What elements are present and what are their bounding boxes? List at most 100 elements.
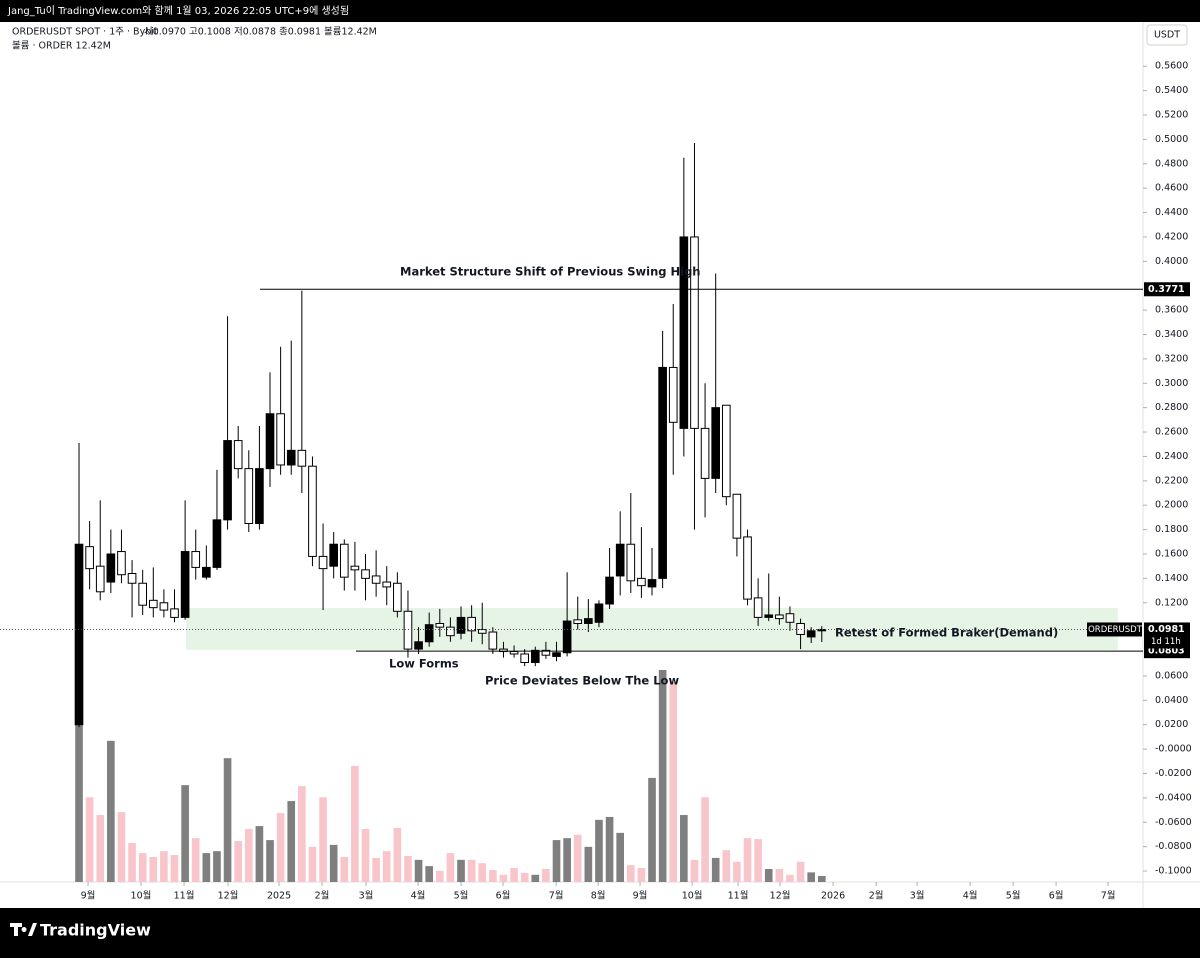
volume-bar: [361, 829, 370, 882]
volume-bar: [754, 839, 762, 882]
candle-body: [350, 565, 360, 571]
volume-bar: [96, 815, 105, 882]
candle-body: [626, 543, 636, 582]
candle-body: [212, 519, 222, 568]
y-tick-label: 0.1400: [1155, 573, 1188, 584]
y-tick-label: 0.5600: [1155, 61, 1188, 72]
volume-bar: [573, 834, 582, 882]
volume-bar: [319, 797, 327, 882]
annotation: Retest of Formed Braker(Demand): [835, 626, 1058, 640]
volume-bar: [563, 838, 571, 882]
volume-bar: [616, 832, 625, 882]
tv-logo: TradingView: [10, 921, 151, 940]
candle-body: [615, 543, 625, 577]
candle-body: [170, 608, 179, 618]
volume-bar: [605, 816, 614, 882]
candle-body: [339, 543, 349, 578]
volume-bar: [701, 797, 709, 882]
x-tick-label: 2월: [869, 890, 884, 902]
currency[interactable]: USDT: [1154, 30, 1180, 41]
y-tick-label: 0.1600: [1155, 548, 1188, 559]
x-tick-label: 10월: [682, 890, 703, 902]
candle-body: [297, 449, 307, 467]
volume-bar: [287, 801, 296, 882]
candle-body: [785, 613, 795, 623]
volume-bar: [626, 865, 635, 882]
volume-bar: [807, 872, 816, 882]
volume-bar: [552, 840, 561, 882]
candle-body: [605, 576, 614, 605]
candle-body: [679, 236, 689, 429]
candle-body: [690, 236, 699, 429]
volume-bar: [658, 670, 667, 882]
candle-body: [711, 407, 721, 479]
x-tick-label: 6월: [1049, 890, 1064, 902]
candle-body: [435, 622, 445, 628]
candle-body: [530, 649, 540, 664]
volume-bar: [489, 869, 497, 882]
volume-bar: [128, 842, 136, 882]
x-tick-label: 5월: [1006, 890, 1021, 902]
candle-body: [371, 575, 381, 584]
currency-button[interactable]: [1146, 24, 1188, 46]
volume-bar: [435, 870, 444, 882]
last-price-label: 0.0981: [1148, 624, 1185, 635]
volume-bar: [775, 868, 784, 882]
candle-body: [382, 581, 392, 588]
candle-body: [265, 413, 275, 470]
y-tick-label: 0.3200: [1155, 353, 1188, 364]
price-tag: [1144, 282, 1190, 297]
chart-bg: [0, 22, 1200, 908]
y-tick-label: 0.0600: [1155, 670, 1188, 681]
volume-bar: [722, 850, 731, 882]
annotation: Market Structure Shift of Previous Swing…: [400, 265, 700, 279]
volume-bar: [170, 855, 179, 882]
candle-body: [138, 582, 147, 606]
volume-bar: [786, 874, 794, 882]
volume-bar: [223, 758, 232, 882]
candle-body: [329, 543, 339, 567]
volume-bar: [478, 863, 487, 882]
candle-body: [85, 546, 94, 570]
candle-body: [255, 468, 264, 525]
volume-bar: [425, 866, 434, 882]
y-tick-label: 0.5200: [1155, 110, 1188, 121]
volume-bar: [382, 851, 391, 882]
x-tick-label: 4월: [963, 890, 978, 902]
candle-body: [817, 628, 827, 632]
annotation: Low Forms: [389, 657, 459, 671]
volume-bar: [669, 682, 678, 882]
y-tick-label: 0.0200: [1155, 719, 1188, 730]
demand-zone: [185, 608, 1118, 650]
candle-body: [700, 427, 710, 479]
volume-bar: [743, 838, 752, 882]
volume-bar: [266, 840, 274, 882]
candle-body: [244, 468, 254, 525]
plot: 0.5600 0.5400 0.5200 0.5000 0.4800 0.4600 0.44…: [0, 61, 1192, 902]
volume-bar: [404, 855, 412, 882]
x-tick-label: 2026: [821, 891, 845, 902]
x-tick-label: 3월: [359, 890, 374, 902]
candle-body: [509, 651, 519, 655]
volume-bar: [637, 868, 646, 882]
x-tick-label: 7월: [549, 890, 564, 902]
volume-bar: [138, 853, 147, 882]
volume-bar: [298, 786, 306, 882]
volume-bar: [648, 777, 656, 882]
y-tick-label: 0.2200: [1155, 475, 1188, 486]
y-tick-label: 0.2000: [1155, 500, 1188, 511]
candle-body: [775, 614, 784, 620]
volume-bar: [584, 846, 593, 882]
candle-body: [424, 624, 434, 643]
candle-body: [488, 631, 498, 650]
y-tick-label: 0.5000: [1155, 134, 1188, 145]
volume-bar: [510, 868, 518, 882]
candle-body: [732, 493, 742, 539]
symbol-tag-label: ORDERUSDT: [1088, 625, 1143, 635]
x-tick-label: 11월: [728, 890, 749, 902]
last-price-tag: [1144, 622, 1190, 649]
x-tick-label: 7월: [1101, 890, 1116, 902]
volume-bar: [531, 874, 540, 882]
candle-body: [467, 616, 476, 632]
